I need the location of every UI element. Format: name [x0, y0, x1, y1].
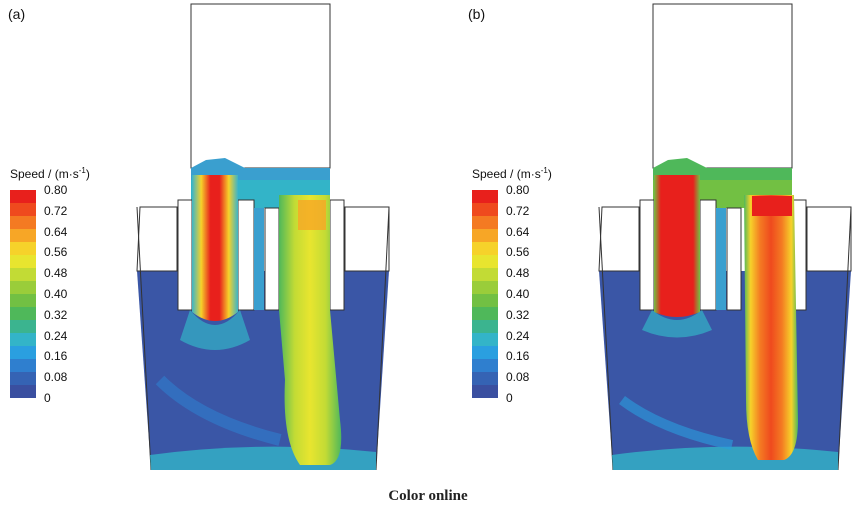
- legend-tick-label: 0.24: [506, 328, 530, 343]
- legend-tick-label: 0: [44, 391, 51, 405]
- legend-swatch: [472, 242, 498, 255]
- legend-swatch: [10, 242, 36, 255]
- panel-label: (a): [8, 6, 26, 22]
- legend-swatch: [10, 216, 36, 229]
- legend-swatch: [472, 294, 498, 307]
- legend-tick-label: 0.64: [44, 224, 68, 239]
- legend-tick-label: 0.40: [506, 287, 530, 301]
- legend-swatch: [472, 333, 498, 346]
- legend-swatch: [10, 346, 36, 359]
- panel-a: (a) Speed / (m·s-1) 0.80 0.72 0.64 0.56 0.48…: [0, 0, 428, 480]
- legend-title: Speed / (m·s-1): [10, 166, 90, 181]
- legend-tick-label: 0.72: [44, 203, 68, 218]
- legend-swatch: [10, 229, 36, 242]
- legend-tick-label: 0.56: [44, 245, 68, 260]
- figure-caption: Color online: [388, 488, 468, 504]
- legend-tick-label: 0.48: [506, 266, 530, 281]
- legend-swatch: [10, 268, 36, 281]
- panel-b: (b) Speed / (m·s-1) 0.80 0.72 0.64 0.56 0.48…: [462, 0, 856, 480]
- legend-tick-label: 0: [506, 391, 513, 405]
- legend-swatch: [10, 281, 36, 294]
- legend-swatch: [10, 359, 36, 372]
- legend-swatch: [10, 320, 36, 333]
- speed-legend: Speed / (m·s-1) 0.80 0.72 0.64 0.56 0.48 0.40…: [10, 166, 90, 405]
- legend-swatch: [10, 190, 36, 203]
- legend-tick-label: 0.24: [44, 328, 68, 343]
- legend-tick-label: 0.16: [44, 349, 68, 364]
- legend-swatch: [10, 307, 36, 320]
- panel-label: (b): [468, 6, 486, 22]
- legend-swatch: [472, 307, 498, 320]
- legend-swatch: [472, 229, 498, 242]
- legend-tick-label: 0.16: [506, 349, 530, 364]
- legend-tick-label: 0.40: [44, 287, 68, 301]
- legend-tick-label: 0.08: [506, 370, 530, 385]
- legend-swatch: [10, 203, 36, 216]
- legend-swatch: [472, 216, 498, 229]
- legend-swatch: [472, 255, 498, 268]
- legend-swatch: [10, 372, 36, 385]
- legend-swatch: [472, 203, 498, 216]
- legend-swatch: [472, 385, 498, 398]
- legend-swatch: [10, 333, 36, 346]
- legend-swatch: [472, 359, 498, 372]
- legend-swatch: [472, 346, 498, 359]
- legend-color-bar: [472, 190, 498, 398]
- legend-swatch: [10, 385, 36, 398]
- legend-tick-label: 0.80: [44, 183, 68, 197]
- legend-swatch: [472, 268, 498, 281]
- legend-swatch: [472, 320, 498, 333]
- legend-title: Speed / (m·s-1): [472, 166, 552, 181]
- legend-swatch: [472, 281, 498, 294]
- legend-tick-label: 0.08: [44, 370, 68, 385]
- legend-tick-label: 0.72: [506, 203, 530, 218]
- velocity-contour-b: [598, 3, 852, 471]
- legend-tick-label: 0.32: [44, 307, 68, 322]
- legend-tick-label: 0.80: [506, 183, 530, 197]
- legend-swatch: [472, 372, 498, 385]
- legend-swatch: [10, 255, 36, 268]
- legend-color-bar: [10, 190, 36, 398]
- legend-swatch: [472, 190, 498, 203]
- legend-tick-label: 0.56: [506, 245, 530, 260]
- legend-tick-label: 0.64: [506, 224, 530, 239]
- velocity-contour-a: [136, 3, 390, 471]
- speed-legend: Speed / (m·s-1) 0.80 0.72 0.64 0.56 0.48 0.40…: [472, 166, 552, 405]
- legend-tick-label: 0.48: [44, 266, 68, 281]
- legend-swatch: [10, 294, 36, 307]
- legend-tick-label: 0.32: [506, 307, 530, 322]
